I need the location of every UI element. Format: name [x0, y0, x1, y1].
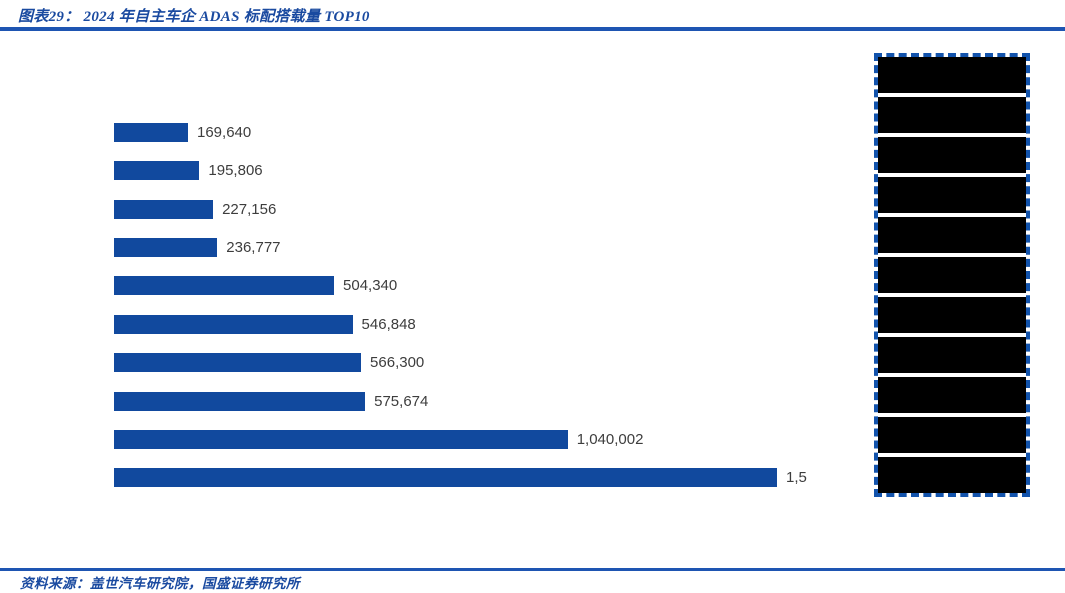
bar-value-label: 566,300: [370, 354, 425, 372]
redacted-label-block: [878, 217, 1026, 253]
bar-row: 227,156: [114, 190, 812, 228]
bar: [114, 391, 366, 411]
bar: [114, 353, 362, 373]
bar-value-label: 575,674: [374, 392, 429, 410]
bar-row: 566,300: [114, 343, 812, 381]
top-divider-rule: [0, 27, 1065, 31]
bar-row: 575,674: [114, 382, 812, 420]
bar-value-label: 504,340: [343, 277, 398, 295]
bar: [114, 429, 568, 449]
bar-chart-plot-area: 169,640 195,806 227,156 236,777 504,340 546,8…: [114, 113, 812, 497]
bottom-divider-rule: [0, 568, 1065, 571]
bar-value-label: 546,848: [361, 315, 416, 333]
bar: [114, 276, 335, 296]
bar-row: 1,5: [114, 459, 812, 497]
redacted-label-block: [878, 57, 1026, 93]
redacted-label-block: [878, 377, 1026, 413]
bar-value-label: 1,040,002: [576, 430, 644, 448]
redacted-label-block: [878, 177, 1026, 213]
bar-row: 504,340: [114, 267, 812, 305]
bar: [114, 468, 777, 488]
bar: [114, 314, 353, 334]
bar-value-label: 236,777: [226, 238, 281, 256]
redacted-label-block: [878, 457, 1026, 493]
bar-row: 1,040,002: [114, 420, 812, 458]
bar: [114, 161, 200, 181]
bar-row: 546,848: [114, 305, 812, 343]
redacted-label-block: [878, 97, 1026, 133]
redacted-label-block: [878, 297, 1026, 333]
figure-title: 图表29： 2024 年自主车企 ADAS 标配搭载量 TOP10: [18, 9, 370, 25]
bar-value-label: 227,156: [222, 200, 277, 218]
redacted-label-block: [878, 257, 1026, 293]
redacted-legend-panel: [874, 53, 1030, 497]
bar-value-label: 195,806: [208, 162, 263, 180]
bar-row: 236,777: [114, 228, 812, 266]
redacted-label-block: [878, 417, 1026, 453]
bar: [114, 199, 214, 219]
bar-value-label: 1,5: [785, 469, 807, 487]
bar: [114, 237, 218, 257]
redacted-label-block: [878, 337, 1026, 373]
bar-row: 169,640: [114, 113, 812, 151]
bar: [114, 122, 188, 142]
source-note: 资料来源：盖世汽车研究院，国盛证券研究所: [20, 576, 300, 591]
bar-value-label: 169,640: [197, 123, 252, 141]
redacted-label-block: [878, 137, 1026, 173]
bar-row: 195,806: [114, 151, 812, 189]
